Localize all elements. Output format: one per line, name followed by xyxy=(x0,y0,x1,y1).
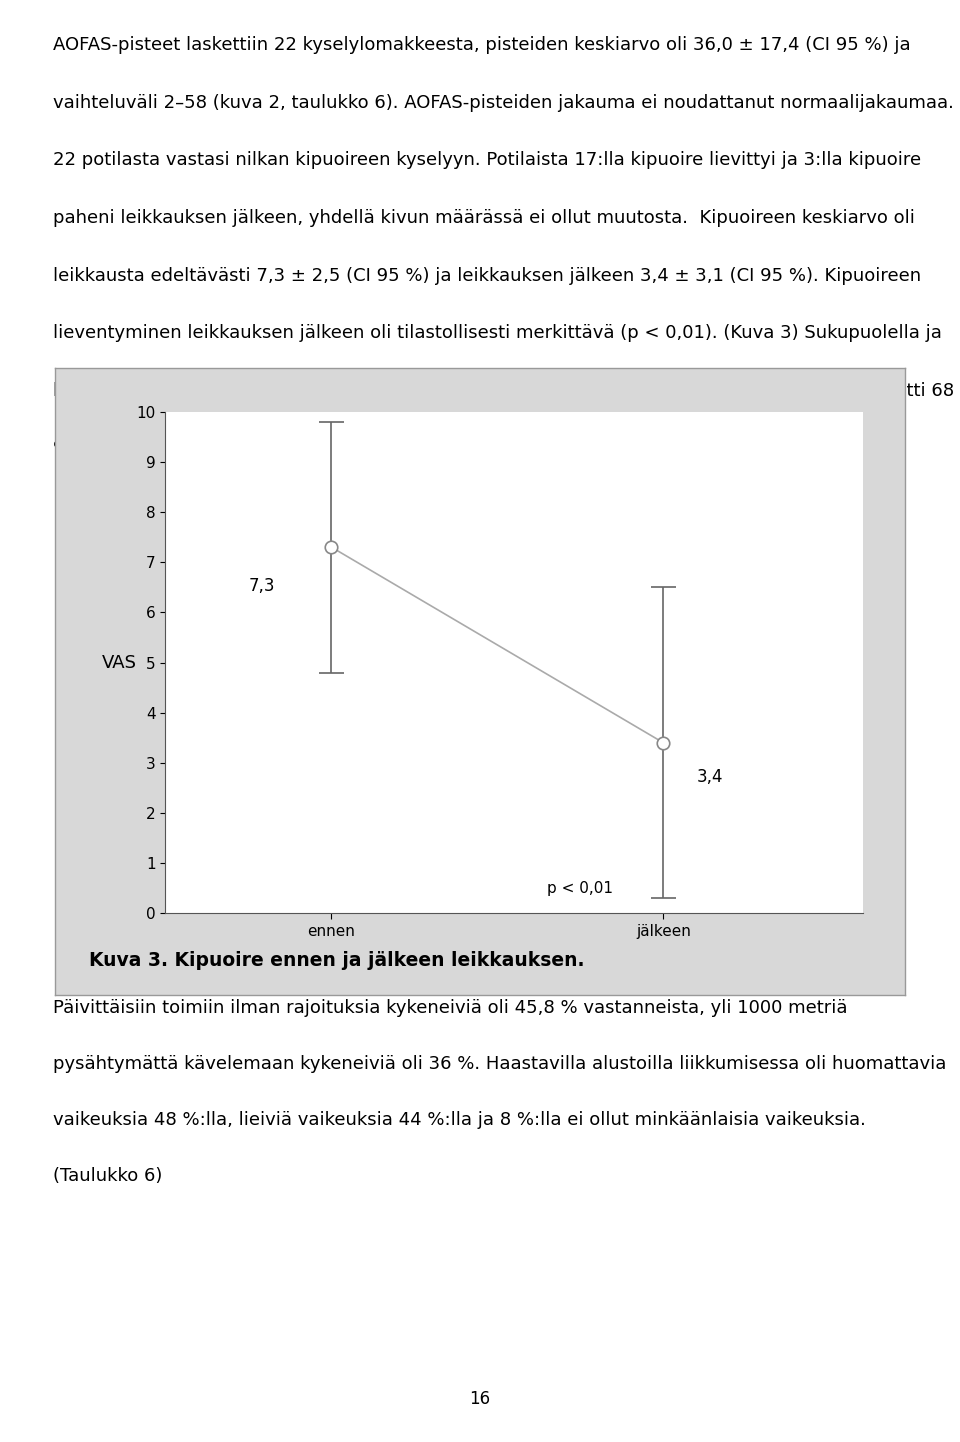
Text: paheni leikkauksen jälkeen, yhdellä kivun määrässä ei ollut muutosta.  Kipuoiree: paheni leikkauksen jälkeen, yhdellä kivu… xyxy=(53,209,915,226)
Text: % potilaista, viikottain kipulääkkkeitä käytti 8 % ja päivittäin 24 % potilaista: % potilaista, viikottain kipulääkkkeitä … xyxy=(53,440,747,457)
Text: 7,3: 7,3 xyxy=(249,577,275,596)
Text: kipuoireen suuruudella ei havaittu korrelaatiota. Harvemmin kuin viikottain kipu: kipuoireen suuruudella ei havaittu korre… xyxy=(53,382,954,399)
Text: Kuva 3. Kipuoire ennen ja jälkeen leikkauksen.: Kuva 3. Kipuoire ennen ja jälkeen leikka… xyxy=(88,950,585,970)
Text: AOFAS-pisteet laskettiin 22 kyselylomakkeesta, pisteiden keskiarvo oli 36,0 ± 17: AOFAS-pisteet laskettiin 22 kyselylomakk… xyxy=(53,36,910,53)
Text: pysähtymättä kävelemaan kykeneiviä oli 36 %. Haastavilla alustoilla liikkumisess: pysähtymättä kävelemaan kykeneiviä oli 3… xyxy=(53,1056,947,1073)
Text: 22 potilasta vastasi nilkan kipuoireen kyselyyn. Potilaista 17:lla kipuoire liev: 22 potilasta vastasi nilkan kipuoireen k… xyxy=(53,151,921,169)
Text: vaihteluväli 2–58 (kuva 2, taulukko 6). AOFAS-pisteiden jakauma ei noudattanut n: vaihteluväli 2–58 (kuva 2, taulukko 6). … xyxy=(53,94,953,111)
Text: 16: 16 xyxy=(469,1390,491,1407)
Text: leikkausta edeltävästi 7,3 ± 2,5 (CI 95 %) ja leikkauksen jälkeen 3,4 ± 3,1 (CI : leikkausta edeltävästi 7,3 ± 2,5 (CI 95 … xyxy=(53,267,921,284)
Text: (Taulukko 6): (Taulukko 6) xyxy=(53,1167,162,1185)
Text: lieventyminen leikkauksen jälkeen oli tilastollisesti merkittävä (p < 0,01). (Ku: lieventyminen leikkauksen jälkeen oli ti… xyxy=(53,324,942,342)
Text: p < 0,01: p < 0,01 xyxy=(547,881,613,897)
Text: 3,4: 3,4 xyxy=(697,769,723,786)
Y-axis label: VAS: VAS xyxy=(102,653,137,672)
Text: Päivittäisiin toimiin ilman rajoituksia kykeneiviä oli 45,8 % vastanneista, yli : Päivittäisiin toimiin ilman rajoituksia … xyxy=(53,999,848,1017)
Text: vaikeuksia 48 %:lla, lieiviä vaikeuksia 44 %:lla ja 8 %:lla ei ollut minkäänlais: vaikeuksia 48 %:lla, lieiviä vaikeuksia … xyxy=(53,1110,866,1129)
